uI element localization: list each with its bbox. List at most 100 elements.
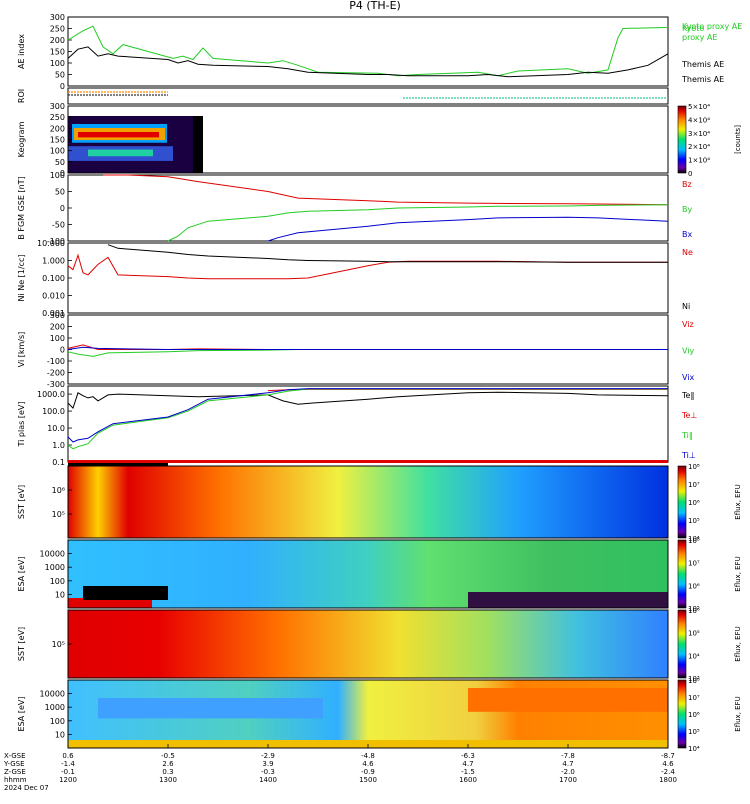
x-tick-ygse: 4.6	[362, 760, 374, 768]
panel-4: B FGM GSE [nT] -100 -50 0 50 100 Bz By Bx	[17, 171, 692, 246]
y-tick-label: 100	[50, 59, 65, 68]
keogram-band-core	[78, 132, 159, 138]
y-tick-label: 50	[55, 158, 65, 167]
panel-frame	[67, 174, 669, 242]
y-axis-label: ESA [eV]	[17, 557, 26, 592]
spectrogram-dropout	[83, 586, 168, 600]
y-tick-label: 10	[55, 590, 65, 599]
colorbar-tick-label: 10⁵	[688, 605, 700, 613]
x-tick-zgse: 0.3	[162, 768, 173, 776]
colorbar-tick-label: 10⁵	[688, 630, 700, 638]
x-tick-time: 1700	[559, 776, 577, 784]
colorbar-label: [counts]	[734, 125, 742, 154]
series-label: Vix	[682, 373, 695, 382]
series-line-by	[167, 204, 669, 242]
y-tick-label: 0.010	[42, 292, 65, 301]
spectrogram-low-energy-red	[68, 598, 152, 608]
x-tick-ygse: 3.9	[262, 760, 273, 768]
x-tick-ygse: 2.6	[162, 760, 174, 768]
panel-5: Ni Ne [1/cc] 0.001 0.010 0.100 1.000 10.000 Ne…	[17, 239, 693, 318]
colorbar-tick-label: 10⁶	[688, 582, 700, 590]
x-tick-zgse: -2.0	[561, 768, 575, 776]
colorbar	[677, 539, 687, 609]
y-tick-label: 50	[55, 188, 65, 197]
y-axis-label: SST [eV]	[17, 485, 26, 519]
figure-title: P4 (TH-E)	[349, 0, 401, 12]
colorbar-tick-label: 4×10⁴	[688, 116, 710, 124]
spectrogram-hot-band	[468, 688, 668, 712]
panel-frame	[67, 385, 669, 463]
x-tick-time: 1300	[159, 776, 177, 784]
y-tick-label: -300	[47, 380, 65, 389]
x-tick-time: 1200	[59, 776, 77, 784]
colorbar	[677, 105, 687, 174]
spectrogram-cool-band	[98, 698, 323, 719]
y-tick-label: 10⁵	[52, 640, 65, 649]
series-line-themisae	[67, 46, 669, 78]
y-tick-label: 0	[60, 204, 65, 213]
panel-6: Vi [km/s] -300 -200 -100 0 100 200 300 Viz Viy Vix	[17, 311, 695, 389]
spectrogram-fill	[68, 610, 668, 678]
colorbar-tick-label: 10⁸	[688, 537, 700, 545]
keogram-edge	[193, 116, 203, 173]
y-tick-label: 1000	[45, 703, 65, 712]
spectrogram-fill	[68, 466, 668, 538]
spectrogram-low-energy-dark	[468, 592, 668, 608]
x-tick-ygse: -1.4	[61, 760, 75, 768]
series-label: Te‖	[681, 391, 694, 400]
x-tick-xgse: -8.7	[661, 752, 675, 760]
y-tick-label: 10	[55, 730, 65, 739]
x-row-label: Z-GSE	[4, 768, 26, 776]
panel-frame	[67, 87, 669, 105]
colorbar-tick-label: 10⁵	[688, 517, 700, 525]
panel-frame	[67, 465, 669, 539]
colorbar-tick-label: 10⁸	[688, 463, 700, 471]
panel-frame	[67, 16, 669, 87]
series-label: Ti⊥	[681, 451, 696, 460]
panel-frame	[67, 539, 669, 609]
date-label: 2024 Dec 07	[4, 784, 49, 792]
panel-2: ROI	[17, 87, 669, 105]
sst-flag-black	[68, 463, 168, 466]
series-label: Bx	[682, 230, 692, 239]
colorbar	[677, 679, 687, 749]
series-label: Ti‖	[681, 431, 693, 440]
colorbar-tick-label: 10⁴	[688, 535, 700, 543]
y-tick-label: -50	[52, 221, 65, 230]
series-label: Viy	[682, 347, 695, 356]
y-tick-label: -100	[47, 357, 65, 366]
y-tick-label: 200	[50, 124, 65, 133]
x-tick-time: 1600	[459, 776, 477, 784]
colorbar-tick-label: 10⁷	[688, 694, 700, 702]
colorbar-label: Eflux, EFU	[734, 484, 742, 519]
y-tick-label: 1000	[45, 563, 65, 572]
x-tick-xgse: -2.9	[261, 752, 275, 760]
y-tick-label: 0	[60, 82, 65, 91]
y-tick-label: 300	[50, 13, 65, 22]
series-line-te	[67, 391, 669, 410]
y-tick-label: 100	[50, 717, 65, 726]
y-tick-label: 250	[50, 113, 65, 122]
colorbar-tick-label: 10⁵	[688, 728, 700, 736]
y-tick-label: 10.0	[47, 424, 65, 433]
colorbar-tick-label: 1×10⁴	[688, 157, 710, 165]
colorbar-tick-label: 10⁴	[688, 745, 700, 753]
x-tick-zgse: -2.4	[661, 768, 675, 776]
colorbar-tick-label: 10⁶	[688, 607, 700, 615]
x-tick-time: 1400	[259, 776, 277, 784]
y-tick-label: 200	[50, 36, 65, 45]
y-tick-label: 100	[50, 577, 65, 586]
y-tick-label: 200	[50, 323, 65, 332]
series-line-bx	[267, 216, 669, 242]
colorbar-tick-label: 10⁸	[688, 677, 700, 685]
colorbar-tick-label: 5×10⁴	[688, 103, 710, 111]
colorbar-tick-label: 10³	[688, 675, 700, 683]
y-axis-label: SST [eV]	[17, 627, 26, 661]
x-tick-xgse: -6.3	[461, 752, 475, 760]
keogram-band-lower-core	[88, 149, 153, 157]
panel-9: ESA [eV]1010010001000010⁵10⁶10⁷10⁸Eflux,…	[17, 537, 742, 613]
y-tick-label: 10000	[40, 550, 65, 559]
